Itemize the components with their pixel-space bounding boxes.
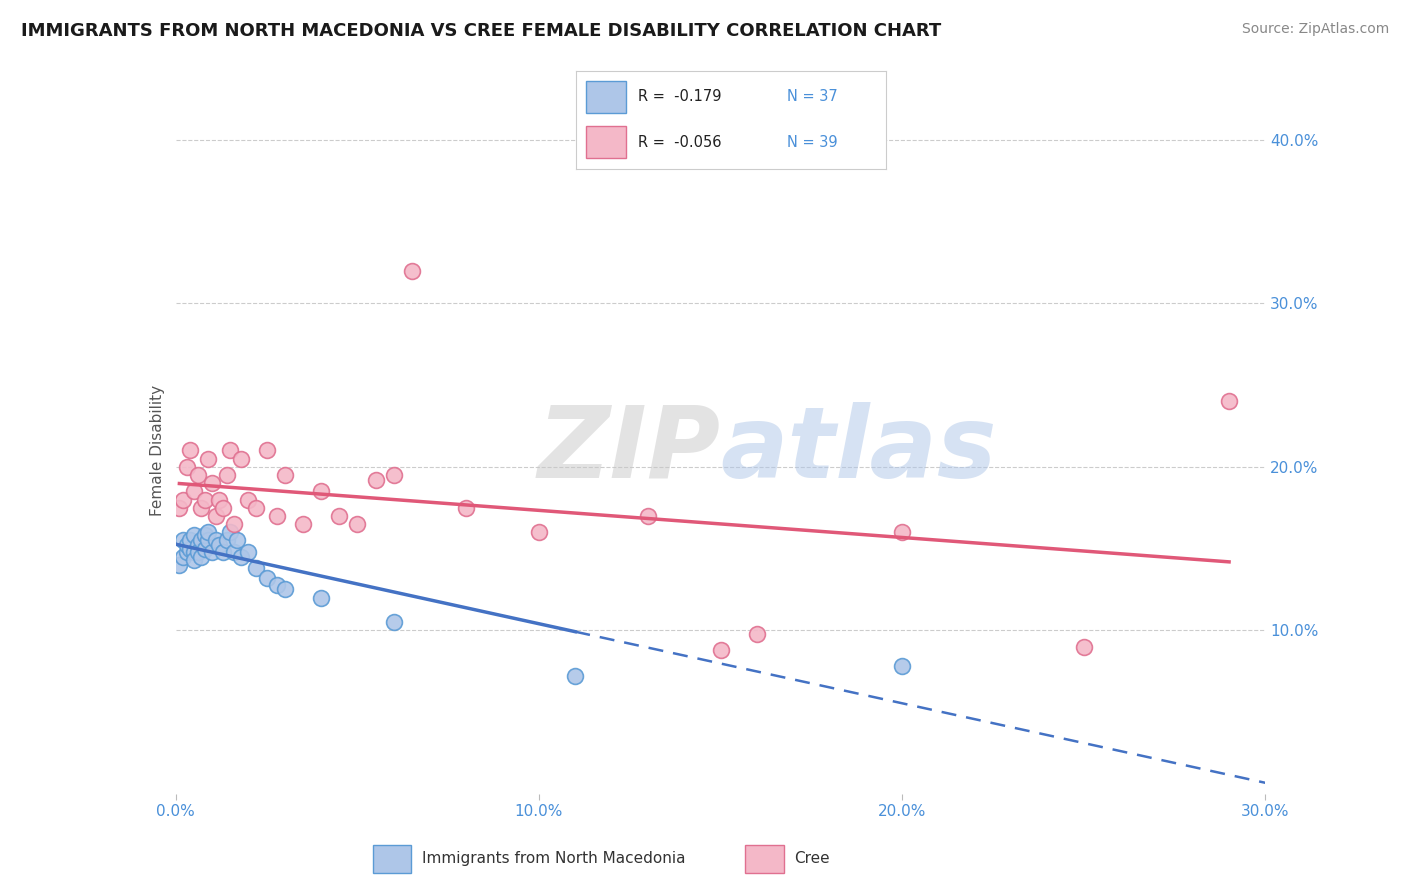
Point (197, 525, 219, 540)
Text: Immigrants from North Macedonia: Immigrants from North Macedonia (422, 851, 685, 866)
Point (179, 533, 201, 548)
Point (208, 538, 231, 552)
Point (215, 533, 238, 548)
Point (256, 443, 278, 458)
Point (197, 451, 219, 466)
Point (179, 443, 201, 458)
Text: R =  -0.056: R = -0.056 (638, 135, 721, 150)
Point (183, 484, 205, 499)
Point (169, 500, 191, 515)
Point (172, 549, 194, 564)
Point (215, 467, 238, 482)
Point (266, 508, 288, 523)
Text: ZIP: ZIP (537, 402, 721, 499)
Y-axis label: Female Disability: Female Disability (149, 384, 165, 516)
Point (194, 492, 217, 507)
Point (186, 538, 209, 552)
FancyBboxPatch shape (586, 127, 626, 158)
Point (364, 473, 387, 487)
Point (527, 525, 550, 540)
Text: atlas: atlas (721, 402, 997, 499)
Point (194, 541, 217, 556)
Point (274, 582, 297, 597)
Point (238, 545, 260, 559)
Point (172, 533, 194, 548)
Point (176, 545, 198, 559)
Point (204, 533, 226, 548)
Point (183, 553, 205, 567)
Point (190, 533, 212, 548)
Point (710, 643, 733, 657)
Point (891, 659, 914, 673)
Point (212, 500, 235, 515)
Point (176, 459, 198, 474)
Text: N = 37: N = 37 (787, 89, 838, 104)
Point (179, 541, 201, 556)
Point (745, 626, 768, 640)
Point (222, 516, 245, 531)
Point (190, 549, 212, 564)
Point (231, 549, 253, 564)
Text: IMMIGRANTS FROM NORTH MACEDONIA VS CREE FEMALE DISABILITY CORRELATION CHART: IMMIGRANTS FROM NORTH MACEDONIA VS CREE … (21, 22, 942, 40)
Point (201, 545, 224, 559)
Point (1073, 640, 1095, 654)
Point (891, 525, 914, 540)
Point (274, 467, 297, 482)
Point (176, 538, 198, 552)
Point (266, 577, 288, 591)
Text: Cree: Cree (794, 851, 830, 866)
Point (309, 484, 332, 499)
Point (201, 476, 224, 491)
Text: Source: ZipAtlas.com: Source: ZipAtlas.com (1241, 22, 1389, 37)
FancyBboxPatch shape (373, 846, 412, 872)
Point (564, 669, 586, 683)
Point (197, 533, 219, 548)
FancyBboxPatch shape (586, 81, 626, 112)
Point (291, 516, 314, 531)
Point (226, 533, 249, 548)
Point (222, 545, 245, 559)
Point (456, 500, 478, 515)
Point (183, 545, 205, 559)
Point (212, 545, 235, 559)
Point (401, 263, 423, 277)
Point (309, 591, 332, 605)
Point (328, 508, 350, 523)
Point (172, 492, 194, 507)
Point (1218, 394, 1240, 409)
Point (204, 508, 226, 523)
Text: N = 39: N = 39 (787, 135, 838, 150)
Point (256, 571, 278, 585)
Point (190, 500, 212, 515)
Point (169, 558, 191, 572)
Point (186, 545, 209, 559)
Point (382, 615, 405, 630)
Point (346, 516, 368, 531)
Point (637, 508, 659, 523)
Point (183, 528, 205, 542)
Point (382, 467, 405, 482)
Point (186, 467, 209, 482)
Point (219, 443, 242, 458)
Point (245, 500, 267, 515)
FancyBboxPatch shape (745, 846, 785, 872)
Point (208, 492, 231, 507)
Point (245, 561, 267, 575)
Point (194, 528, 217, 542)
Point (219, 525, 242, 540)
Point (238, 492, 260, 507)
Text: R =  -0.179: R = -0.179 (638, 89, 721, 104)
Point (231, 451, 253, 466)
